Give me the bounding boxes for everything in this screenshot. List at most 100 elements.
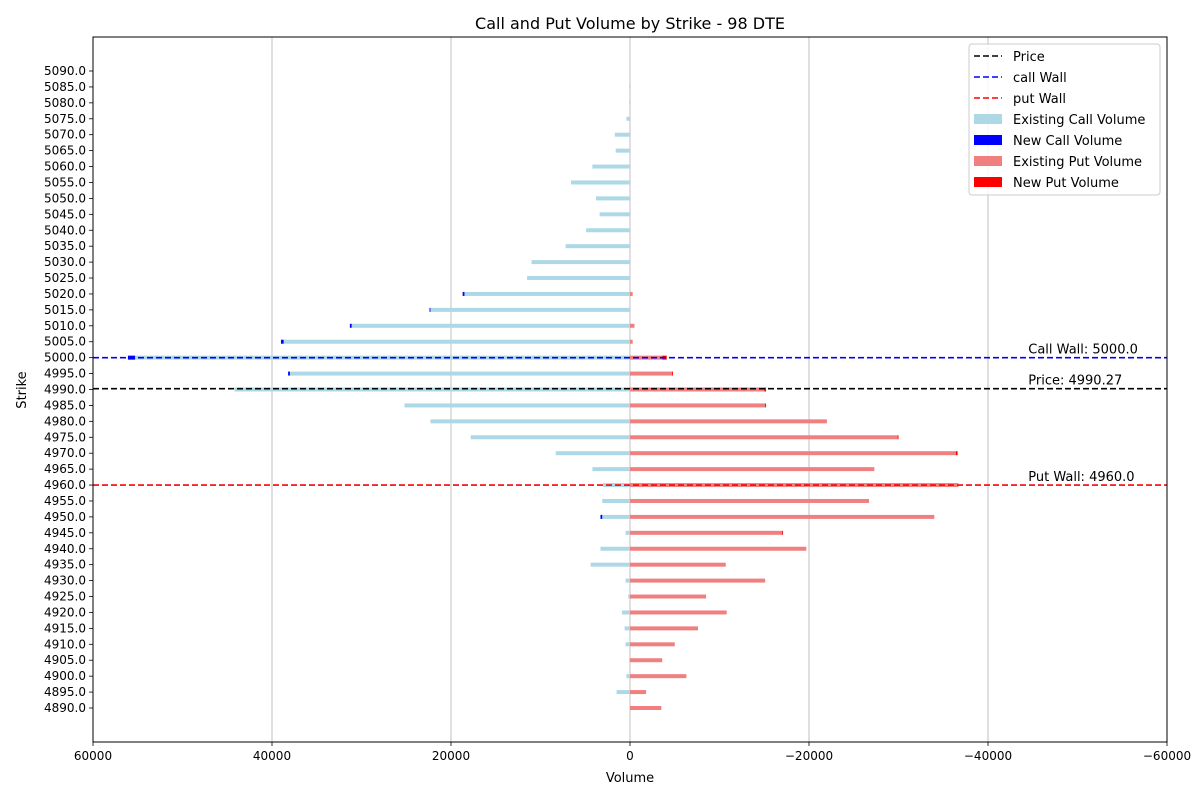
existing-put-bar xyxy=(630,435,898,440)
legend-swatch-box xyxy=(974,156,1002,166)
existing-put-bar xyxy=(630,514,935,519)
x-tick-label: 40000 xyxy=(253,749,291,763)
existing-call-bar xyxy=(404,403,630,408)
legend-swatch-box xyxy=(974,135,1002,145)
y-tick-label: 4995.0 xyxy=(44,367,86,381)
existing-put-bar xyxy=(630,530,783,535)
y-tick-label: 5045.0 xyxy=(44,207,86,221)
existing-call-bar xyxy=(602,498,630,503)
existing-put-bar xyxy=(630,483,959,488)
existing-put-bar xyxy=(630,578,766,583)
legend-label: New Put Volume xyxy=(1013,176,1119,191)
legend-label: call Wall xyxy=(1013,71,1067,86)
y-tick-label: 4895.0 xyxy=(44,685,86,699)
new-call-bar xyxy=(288,371,290,376)
new-call-bar xyxy=(280,339,284,344)
y-tick-label: 5085.0 xyxy=(44,80,86,94)
reference-label: Price: 4990.27 xyxy=(1028,374,1122,389)
legend-swatch-box xyxy=(974,114,1002,124)
new-call-bar xyxy=(349,323,352,328)
existing-call-bar xyxy=(527,276,630,281)
legend: Price call Wall put Wall Existing Call Volu… xyxy=(968,43,1161,196)
existing-call-bar xyxy=(629,658,630,663)
existing-call-bar xyxy=(624,626,630,631)
reference-labels: Price: 4990.27 Call Wall: 5000.0 Put Wall:… xyxy=(1028,343,1138,485)
existing-call-bar xyxy=(592,467,630,472)
existing-put-bar xyxy=(630,546,807,551)
existing-call-bar xyxy=(629,100,630,105)
y-tick-label: 5060.0 xyxy=(44,160,86,174)
existing-call-bar xyxy=(351,323,630,328)
y-tick-label: 4960.0 xyxy=(44,478,86,492)
existing-call-bar xyxy=(629,84,630,89)
existing-call-bar xyxy=(590,562,630,567)
new-call-bar xyxy=(429,307,431,312)
existing-call-bar xyxy=(625,530,630,535)
existing-put-bar xyxy=(630,594,707,599)
y-tick-label: 4945.0 xyxy=(44,526,86,540)
existing-call-bar xyxy=(555,451,630,456)
existing-put-bar xyxy=(630,371,673,376)
existing-put-bar xyxy=(630,387,765,392)
chart-title: Call and Put Volume by Strike - 98 DTE xyxy=(475,14,785,33)
y-tick-label: 4910.0 xyxy=(44,637,86,651)
y-tick-label: 5035.0 xyxy=(44,239,86,253)
reference-label: Call Wall: 5000.0 xyxy=(1028,343,1138,358)
y-tick-label: 4940.0 xyxy=(44,542,86,556)
y-tick-label: 4890.0 xyxy=(44,701,86,715)
existing-call-bar xyxy=(289,371,630,376)
y-tick-label: 4990.0 xyxy=(44,383,86,397)
existing-call-bar xyxy=(628,594,630,599)
existing-put-bar xyxy=(630,642,675,647)
y-tick-label: 5010.0 xyxy=(44,319,86,333)
existing-put-bar xyxy=(630,323,635,328)
new-put-bar xyxy=(897,435,899,440)
existing-put-bar xyxy=(630,562,726,567)
existing-call-bar xyxy=(531,260,630,265)
existing-call-bar xyxy=(565,244,630,249)
y-tick-label: 5025.0 xyxy=(44,271,86,285)
x-tick-label: −20000 xyxy=(785,749,833,763)
y-tick-label: 4980.0 xyxy=(44,414,86,428)
y-axis-ticks: 4890.0 4895.0 4900.0 4905.0 4910.0 4915.0 4920… xyxy=(44,64,93,715)
y-tick-label: 5080.0 xyxy=(44,96,86,110)
y-tick-label: 5030.0 xyxy=(44,255,86,269)
existing-call-bar xyxy=(430,307,630,312)
existing-call-bar xyxy=(595,196,630,201)
x-tick-label: 60000 xyxy=(74,749,112,763)
y-tick-label: 4905.0 xyxy=(44,653,86,667)
x-tick-label: 20000 xyxy=(432,749,470,763)
reference-label: Put Wall: 4960.0 xyxy=(1028,470,1134,485)
existing-call-bar xyxy=(599,212,630,217)
x-axis-label: Volume xyxy=(606,771,654,786)
existing-call-bar xyxy=(592,164,630,169)
y-tick-label: 5020.0 xyxy=(44,287,86,301)
existing-call-bar xyxy=(600,546,630,551)
y-tick-label: 4935.0 xyxy=(44,558,86,572)
y-tick-label: 5000.0 xyxy=(44,351,86,365)
y-tick-label: 5065.0 xyxy=(44,144,86,158)
y-tick-label: 4915.0 xyxy=(44,621,86,635)
legend-label: New Call Volume xyxy=(1013,134,1122,149)
existing-call-bar xyxy=(283,339,630,344)
y-tick-label: 4975.0 xyxy=(44,430,86,444)
new-put-bar xyxy=(672,371,673,376)
existing-call-bar xyxy=(626,116,630,121)
existing-call-bar xyxy=(615,148,630,153)
y-tick-label: 5090.0 xyxy=(44,64,86,78)
new-put-bar xyxy=(764,387,767,392)
legend-box xyxy=(968,43,1161,196)
y-tick-label: 4950.0 xyxy=(44,510,86,524)
y-tick-label: 5005.0 xyxy=(44,335,86,349)
existing-call-bar xyxy=(616,690,630,695)
x-tick-label: −60000 xyxy=(1143,749,1191,763)
existing-call-bar xyxy=(234,387,630,392)
existing-call-bar xyxy=(625,578,630,583)
new-put-bar xyxy=(955,451,958,456)
existing-put-bar xyxy=(630,291,633,296)
existing-put-bar xyxy=(630,339,633,344)
existing-put-bar xyxy=(630,658,663,663)
y-tick-label: 5050.0 xyxy=(44,191,86,205)
legend-label: put Wall xyxy=(1013,92,1066,107)
